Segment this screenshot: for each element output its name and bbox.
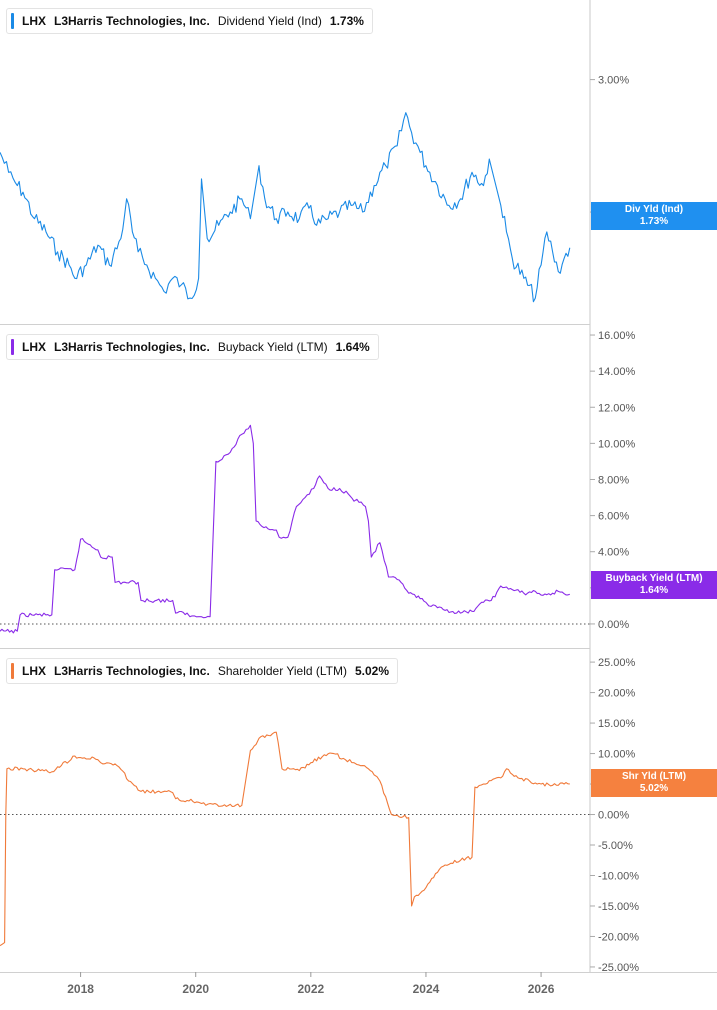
buyback-company: L3Harris Technologies, Inc. [54,340,210,354]
buyback-ticker: LHX [22,340,46,354]
dividend-ticker: LHX [22,14,46,28]
y-tick-label-panel-3: 10.00% [598,749,636,761]
y-tick-label-panel-3: 15.00% [598,718,636,730]
y-tick-label-panel-2: 6.00% [598,511,629,523]
y-tick-label-panel-2: 0.00% [598,619,629,631]
series-line-panel-3 [0,731,570,947]
buyback-badge-label: Buyback Yield (LTM) [605,573,703,584]
buyback-yield-badge: Buyback Yield (LTM) 1.64% [591,571,717,599]
dividend-badge-label: Div Yld (Ind) [624,204,684,215]
y-tick-label-panel-2: 10.00% [598,438,636,450]
shareholder-metric: Shareholder Yield (LTM) [217,664,347,678]
buyback-color-swatch [11,339,14,355]
buyback-value: 1.64% [335,340,370,354]
y-tick-label-panel-3: -5.00% [598,840,633,852]
shareholder-yield-badge: Shr Yld (LTM) 5.02% [591,769,717,797]
series-line-panel-2 [0,424,570,634]
shareholder-value: 5.02% [355,664,390,678]
series-line-panel-1 [0,112,571,303]
dividend-yield-badge: Div Yld (Ind) 1.73% [591,202,717,230]
y-tick-label-panel-3: -20.00% [598,931,639,943]
y-tick-label-panel-2: 4.00% [598,547,629,559]
x-tick-label-2022: 2022 [297,982,324,996]
legend-shareholder-yield: LHX L3Harris Technologies, Inc. Sharehol… [6,658,399,684]
x-tick-label-2018: 2018 [67,982,94,996]
y-tick-label-panel-3: 20.00% [598,688,636,700]
shareholder-company: L3Harris Technologies, Inc. [54,664,210,678]
legend-buyback-yield: LHX L3Harris Technologies, Inc. Buyback … [6,334,379,360]
y-tick-label-panel-2: 8.00% [598,474,629,486]
x-tick-label-2026: 2026 [528,982,555,996]
dividend-value: 1.73% [329,14,364,28]
shareholder-badge-value: 5.02% [639,783,669,794]
legend-dividend-yield: LHX L3Harris Technologies, Inc. Dividend… [6,8,373,34]
dividend-company: L3Harris Technologies, Inc. [54,14,210,28]
x-tick-label-2024: 2024 [413,982,440,996]
y-tick-label-panel-2: 16.00% [598,330,636,342]
buyback-metric: Buyback Yield (LTM) [217,340,328,354]
x-tick-label-2020: 2020 [182,982,209,996]
buyback-badge-value: 1.64% [639,585,669,596]
shareholder-ticker: LHX [22,664,46,678]
y-tick-label-panel-3: -25.00% [598,962,639,974]
dividend-color-swatch [11,13,14,29]
dividend-metric: Dividend Yield (Ind) [217,14,322,28]
dividend-badge-value: 1.73% [639,216,669,227]
shareholder-color-swatch [11,663,14,679]
y-tick-label-panel-3: 25.00% [598,657,636,669]
y-tick-label-panel-1: 3.00% [598,75,629,87]
y-tick-label-panel-3: -10.00% [598,870,639,882]
y-tick-label-panel-2: 12.00% [598,402,636,414]
y-tick-label-panel-3: -15.00% [598,901,639,913]
y-tick-label-panel-3: 0.00% [598,810,629,822]
shareholder-badge-label: Shr Yld (LTM) [621,771,687,782]
y-tick-label-panel-2: 14.00% [598,366,636,378]
